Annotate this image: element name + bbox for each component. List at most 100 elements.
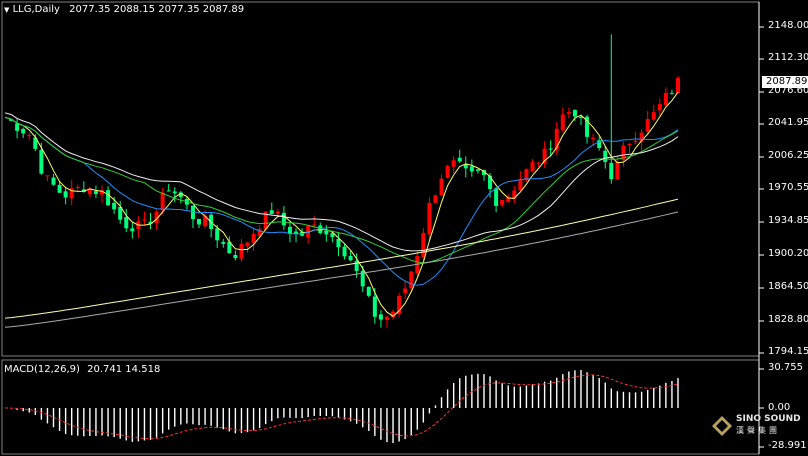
candle-body — [560, 114, 565, 131]
candle-body — [645, 119, 650, 132]
candle-body — [178, 192, 183, 198]
candle-body — [500, 199, 505, 205]
candle-body — [591, 137, 596, 140]
candle-body — [421, 232, 426, 258]
candle-body — [124, 217, 129, 229]
candle-body — [663, 92, 668, 105]
triangle-down-icon[interactable]: ▼ — [4, 6, 10, 14]
symbol-label: LLG,Daily — [12, 4, 60, 15]
candle-body — [488, 175, 493, 189]
logo-brand-text: SINO SOUND — [736, 414, 801, 424]
candle-body — [294, 231, 299, 234]
candle-body — [221, 242, 226, 244]
candle-body — [445, 165, 450, 178]
candle-body — [530, 162, 535, 172]
candle-body — [130, 228, 135, 232]
candle-body — [391, 311, 396, 318]
candle-body — [27, 135, 32, 137]
current-price-tag: 2087.89 — [762, 76, 808, 88]
candle-body — [651, 112, 656, 120]
ma-white-line — [4, 112, 679, 252]
candle-body — [512, 190, 517, 199]
macd-axis-label: 0.00 — [768, 402, 791, 413]
candle-body — [87, 188, 92, 195]
candle-body — [172, 191, 177, 194]
macd-signal-line — [4, 374, 679, 440]
candle-body — [536, 162, 541, 164]
candle-body — [603, 150, 608, 162]
candle-body — [281, 212, 286, 226]
candle-body — [384, 316, 389, 320]
candle-body — [481, 170, 486, 175]
candle-body — [51, 177, 56, 185]
candle-body — [9, 119, 14, 121]
candle-body — [409, 271, 414, 289]
diamond-logo-icon — [712, 416, 732, 436]
candle-body — [100, 190, 105, 195]
ma-green-line — [4, 116, 679, 264]
candle-body — [245, 242, 250, 247]
candle-body — [554, 128, 559, 151]
macd-axis-label: -28.991 — [768, 440, 807, 451]
candle-body — [469, 166, 474, 172]
candle-body — [45, 175, 50, 177]
candle-body — [475, 169, 480, 171]
candle-body — [585, 116, 590, 137]
candle-body — [403, 288, 408, 294]
ma-long-line — [4, 198, 679, 319]
macd-axis-label: 30.755 — [768, 362, 803, 373]
candle-body — [524, 169, 529, 181]
candle-body — [166, 190, 171, 192]
candle-body — [197, 219, 202, 225]
candle-body — [342, 246, 347, 257]
candle-body — [330, 233, 335, 237]
price-axis-label: 1794.15 — [768, 346, 808, 357]
candle-body — [542, 148, 547, 164]
candle-body — [615, 161, 620, 180]
candle-body — [306, 225, 311, 238]
chart-header: ▼ LLG,Daily 2077.35 2088.15 2077.35 2087… — [4, 4, 244, 15]
candle-body — [348, 256, 353, 261]
ohlc-values: 2077.35 2088.15 2077.35 2087.89 — [69, 4, 245, 15]
ma-blue-line — [4, 116, 679, 286]
candle-body — [160, 192, 165, 211]
candle-body — [566, 112, 571, 114]
candle-body — [63, 191, 68, 198]
candle-body — [548, 148, 553, 150]
candle-body — [372, 296, 377, 317]
price-axis-label: 1900.20 — [768, 248, 808, 259]
candle-body — [33, 137, 38, 149]
candle-body — [142, 219, 147, 221]
candle-body — [69, 188, 74, 199]
ma-fast-line — [4, 91, 679, 317]
candle-body — [75, 187, 80, 189]
candle-body — [657, 104, 662, 111]
candle-body — [463, 164, 468, 169]
price-axis-label: 2041.95 — [768, 117, 808, 128]
candle-body — [118, 207, 123, 220]
candle-body — [190, 205, 195, 220]
candle-body — [21, 128, 26, 134]
candle-body — [427, 202, 432, 235]
candle-body — [639, 132, 644, 142]
price-axis-label: 2006.25 — [768, 150, 808, 161]
ma-gray-line — [4, 211, 679, 328]
candle-body — [263, 211, 268, 230]
candle-body — [93, 191, 98, 194]
candle-body — [251, 233, 256, 243]
price-axis-label: 2112.30 — [768, 52, 808, 63]
candle-body — [57, 184, 62, 193]
price-axis-label: 1934.85 — [768, 215, 808, 226]
candle-body — [494, 188, 499, 206]
candle-body — [506, 197, 511, 203]
candle-body — [451, 160, 456, 167]
price-axis-label: 2148.00 — [768, 20, 808, 31]
price-axis-label: 1970.55 — [768, 182, 808, 193]
candle-body — [269, 210, 274, 214]
price-axis-label: 2076.60 — [768, 85, 808, 96]
macd-header: MACD(12,26,9) 20.741 14.518 — [4, 364, 160, 375]
macd-label: MACD(12,26,9) — [4, 364, 80, 375]
macd-values: 20.741 14.518 — [87, 364, 161, 375]
candle-body — [627, 143, 632, 145]
